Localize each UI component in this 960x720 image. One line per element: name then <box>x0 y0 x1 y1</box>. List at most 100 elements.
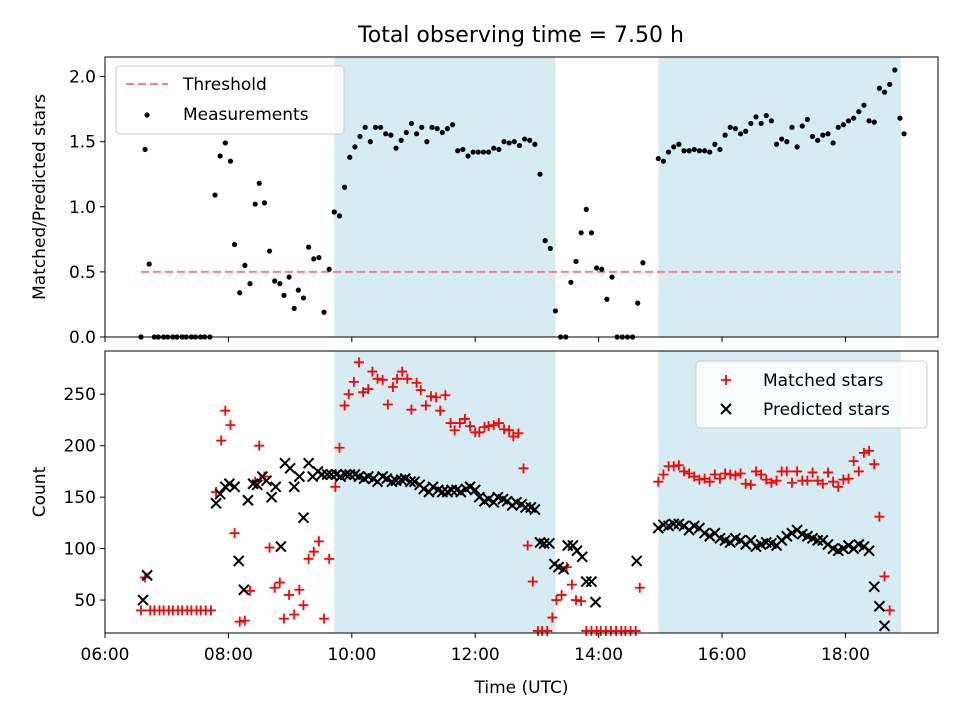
matched-stars-point <box>704 476 715 487</box>
matched-stars-point <box>547 612 558 623</box>
measurement-point <box>901 131 907 137</box>
y-tick-label: 1.0 <box>69 198 96 218</box>
legend-predicted-swatch <box>720 403 732 415</box>
measurement-point <box>261 200 268 206</box>
measurement-point <box>717 146 723 153</box>
predicted-stars-point <box>297 512 310 524</box>
matched-stars-point <box>387 382 398 393</box>
measurement-point <box>212 192 218 198</box>
measurement-point <box>737 131 744 137</box>
measurement-point <box>352 144 358 150</box>
predicted-stars-point <box>436 486 449 498</box>
matched-stars-point <box>761 474 772 485</box>
matched-stars-point <box>684 468 695 479</box>
predicted-stars-point <box>562 539 574 552</box>
matched-stars-point <box>735 468 746 479</box>
predicted-stars-point <box>418 483 430 495</box>
matched-stars-point <box>709 469 720 480</box>
measurement-point <box>465 153 471 159</box>
predicted-stars-point <box>238 584 250 596</box>
matched-stars-point <box>319 613 330 624</box>
predicted-stars-point <box>873 600 886 612</box>
measurement-point <box>568 279 574 285</box>
measurement-point <box>342 184 348 190</box>
measurement-point <box>311 256 317 262</box>
measurement-point <box>272 278 278 284</box>
matched-stars-point <box>499 424 510 435</box>
measurement-point <box>876 85 882 91</box>
measurement-point <box>217 153 223 159</box>
matched-stars-point <box>274 577 285 588</box>
measurement-point <box>825 131 831 137</box>
matched-stars-point <box>745 479 756 490</box>
measurement-point <box>393 145 399 151</box>
predicted-stars-point <box>395 473 407 486</box>
predicted-stars-point <box>703 530 716 542</box>
measurement-point <box>691 146 697 153</box>
matched-stars-point <box>720 468 731 479</box>
measurement-point <box>439 129 445 136</box>
measurement-point <box>599 266 605 272</box>
matched-stars-point <box>699 473 710 484</box>
measurement-point <box>753 114 759 120</box>
observing-window-band <box>334 57 556 337</box>
measurement-point <box>532 141 538 147</box>
matched-stars-point <box>420 400 431 411</box>
matched-stars-point <box>802 475 813 486</box>
matched-stars-point <box>730 470 741 481</box>
predicted-stars-point <box>339 468 352 481</box>
measurement-point <box>300 295 307 301</box>
measurement-point <box>779 136 785 142</box>
measurement-point <box>388 132 394 138</box>
y-tick-label: 2.0 <box>69 68 96 88</box>
matched-stars-point <box>445 418 456 429</box>
predicted-stars-point <box>529 503 541 516</box>
measurement-point <box>573 258 579 265</box>
predicted-stars-point <box>275 540 287 553</box>
matched-stars-point <box>294 584 305 595</box>
predicted-stars-point <box>232 555 245 567</box>
measurement-point <box>856 109 862 115</box>
matched-stars-point <box>278 613 289 624</box>
measurement-point <box>712 141 718 147</box>
measurement-point <box>655 155 661 162</box>
matched-stars-point <box>406 404 417 415</box>
measurement-point <box>146 261 152 267</box>
matched-stars-point <box>812 475 823 486</box>
matched-stars-point <box>630 625 641 636</box>
matched-stars-point <box>483 421 494 432</box>
predicted-stars-point <box>543 537 555 550</box>
measurement-point <box>306 244 312 250</box>
matched-stars-point <box>508 431 519 442</box>
measurement-point <box>357 133 363 140</box>
predicted-stars-point <box>863 544 875 557</box>
matched-stars-point <box>348 376 359 387</box>
legend-bottom: Matched stars Predicted stars <box>695 360 928 429</box>
predicted-stars-point <box>781 530 793 542</box>
x-tick-label: 10:00 <box>327 645 376 665</box>
matched-stars-point <box>392 373 403 384</box>
predicted-stars-point <box>589 596 602 608</box>
matched-stars-point <box>668 461 679 472</box>
measurement-point <box>835 124 841 130</box>
matched-stars-point <box>817 478 828 489</box>
measurement-point <box>845 118 852 124</box>
predicted-stars-point <box>270 481 282 493</box>
measurement-point <box>707 149 713 155</box>
measurement-point <box>588 230 595 236</box>
matched-stars-point <box>313 536 324 547</box>
predicted-stars-point <box>265 491 278 503</box>
measurement-point <box>403 129 409 136</box>
matched-stars-point <box>415 385 426 396</box>
measurement-point <box>758 120 764 127</box>
measurement-point <box>449 122 456 128</box>
predicted-stars-point <box>141 569 153 582</box>
matched-stars-point <box>750 466 761 477</box>
measurement-point <box>521 136 528 142</box>
matched-stars-point <box>216 435 227 446</box>
top-panel-ratio-plot: 0.0 0.5 1.0 1.5 2.0 Matched/Predicted stars Th… <box>30 56 939 348</box>
measurement-point <box>527 137 533 143</box>
matched-stars-point <box>571 595 582 606</box>
predicted-stars-point <box>630 555 643 567</box>
matched-stars-point <box>786 477 797 488</box>
